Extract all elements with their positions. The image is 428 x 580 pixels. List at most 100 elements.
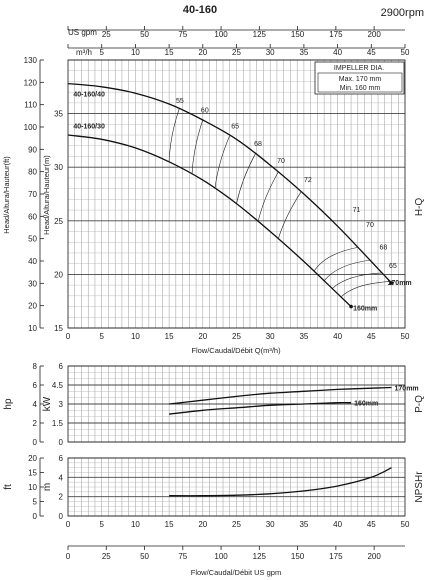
efficiency-contour-right xyxy=(313,247,358,272)
hq-x-tick-label: 50 xyxy=(401,332,410,341)
npsh-frame xyxy=(67,457,406,517)
bottom-x-axis-label: Flow/Caudal/Débit US gpm xyxy=(191,568,281,577)
hq-curve-end-marker xyxy=(349,304,353,309)
hq-grid xyxy=(67,59,406,329)
impeller-title: IMPELLER DIA. xyxy=(334,65,384,72)
hq-curve-170mm xyxy=(67,82,392,284)
bottom-gpm-tick-label: 125 xyxy=(253,552,267,561)
impeller-min: Min. 160 mm xyxy=(340,85,381,92)
top-axis-m3h-unit: m³/h xyxy=(76,48,92,57)
hq-side-label: H-Q xyxy=(414,198,425,217)
hq-x-tick-label: 15 xyxy=(165,332,174,341)
efficiency-label: 72 xyxy=(304,177,312,184)
npsh-y-tick-label-ft: 0 xyxy=(33,512,38,521)
top-m3h-tick-label: 50 xyxy=(401,48,410,57)
hq-y-tick-label-ft: 70 xyxy=(28,190,37,199)
npsh-y-tick-label-ft: 10 xyxy=(28,483,37,492)
hq-y-tick-label-ft: 20 xyxy=(28,302,37,311)
hq-x-tick-label: 40 xyxy=(333,332,342,341)
top-gpm-tick-label: 75 xyxy=(178,30,187,39)
bottom-gpm-tick-label: 150 xyxy=(291,552,305,561)
pq-y-tick-label-hp: 6 xyxy=(33,381,38,390)
speed-label: 2900rpm xyxy=(381,7,424,19)
pq-y-tick-label-hp: 0 xyxy=(33,438,38,447)
pq-y-tick-label-hp: 8 xyxy=(33,362,38,371)
top-axis-m3h: 5 10 15 20 25 30 35 40 45 50 xyxy=(67,44,410,57)
hq-y-tick-label-m: 35 xyxy=(54,110,63,119)
hq-y-tick-label-ft: 40 xyxy=(28,257,37,266)
top-gpm-tick-label: 100 xyxy=(214,30,228,39)
top-gpm-tick-label: 200 xyxy=(367,30,381,39)
top-axis-gpm: 25 50 75 100 125 150 175 200 xyxy=(67,26,405,39)
npsh-side-label: NPSHr xyxy=(414,471,425,503)
hq-x-tick-label: 0 xyxy=(66,332,71,341)
efficiency-label: 71 xyxy=(353,207,361,214)
efficiency-contour-left xyxy=(236,153,256,204)
top-gpm-tick-label: 150 xyxy=(291,30,305,39)
pq-y-tick-label-kw: 4.5 xyxy=(52,381,64,390)
efficiency-contour-left xyxy=(214,135,231,189)
hq-curve-label-30: 40-160/30 xyxy=(73,124,105,131)
npsh-y-tick-label-m: 6 xyxy=(59,454,64,463)
bottom-gpm-tick-label: 25 xyxy=(102,552,111,561)
npsh-x-tick-label: 20 xyxy=(198,520,207,529)
hq-y-tick-label-ft: 120 xyxy=(24,78,38,87)
pq-y-tick-label-kw: 1.5 xyxy=(52,419,64,428)
efficiency-label: 55 xyxy=(176,98,184,105)
hq-labels: 40-160/40 40-160/30 170mm 160mm 55 60 65 68 70 72… xyxy=(73,91,411,312)
hq-y-tick-label-m: 30 xyxy=(54,163,63,172)
top-m3h-tick-label: 25 xyxy=(232,48,241,57)
hq-diameter-label: 160mm xyxy=(353,306,377,313)
npsh-y-tick-label-m: 2 xyxy=(59,493,64,502)
pq-left-unit-kw: kW xyxy=(42,396,53,411)
hq-y-tick-label-m: 20 xyxy=(54,270,63,279)
top-gpm-tick-label: 175 xyxy=(329,30,343,39)
npsh-y-tick-label-m: 0 xyxy=(59,512,64,521)
bottom-gpm-tick-label: 175 xyxy=(329,552,343,561)
top-m3h-tick-label: 45 xyxy=(367,48,376,57)
bottom-gpm-tick-label: 0 xyxy=(66,552,71,561)
hq-y-tick-label-ft: 80 xyxy=(28,168,37,177)
npsh-curve xyxy=(169,467,392,497)
impeller-legend: IMPELLER DIA. Max. 170 mm Min. 160 mm xyxy=(314,61,405,95)
top-m3h-tick-label: 10 xyxy=(131,48,140,57)
efficiency-contour-left xyxy=(278,191,302,239)
hq-y-tick-label-ft: 30 xyxy=(28,279,37,288)
efficiency-contour-right xyxy=(332,272,383,289)
npsh-x-tick-label: 35 xyxy=(299,520,308,529)
hq-diameter-label: 170mm xyxy=(388,280,412,287)
top-gpm-tick-label: 25 xyxy=(102,30,111,39)
npsh-curves xyxy=(169,467,392,497)
npsh-x-tick-label: 10 xyxy=(131,520,140,529)
pq-y-tick-label-kw: 0 xyxy=(59,438,64,447)
pq-y-tick-label-hp: 2 xyxy=(33,419,38,428)
npsh-x-tick-label: 25 xyxy=(232,520,241,529)
pq-y-tick-label-hp: 4 xyxy=(33,400,38,409)
npsh-y-tick-label-m: 4 xyxy=(59,473,64,482)
npsh-left-unit-m: m xyxy=(42,483,53,491)
top-m3h-tick-label: 35 xyxy=(299,48,308,57)
pq-labels: 170mm 160mm xyxy=(354,386,419,408)
top-m3h-tick-label: 40 xyxy=(333,48,342,57)
model-title: 40-160 xyxy=(183,4,217,16)
hq-ticks: 0 5 10 15 20 25 30 35 40 45 50 15 20 25 30 35 10 20 30 40 50… xyxy=(24,56,410,341)
npsh-x-tick-label: 0 xyxy=(66,520,71,529)
hq-left-axis-label-ft: Head/Altura/Hauteur(ft) xyxy=(2,156,11,234)
hq-y-tick-label-ft: 10 xyxy=(28,324,37,333)
top-m3h-tick-label: 20 xyxy=(198,48,207,57)
hq-x-tick-label: 30 xyxy=(266,332,275,341)
hq-y-tick-label-ft: 60 xyxy=(28,212,37,221)
efficiency-label: 68 xyxy=(254,141,262,148)
pq-frame xyxy=(67,365,406,443)
npsh-y-tick-label-ft: 20 xyxy=(28,454,37,463)
pq-curves xyxy=(169,386,392,415)
hq-frame xyxy=(67,59,406,329)
bottom-gpm-tick-label: 100 xyxy=(214,552,228,561)
npsh-x-tick-label: 45 xyxy=(367,520,376,529)
hq-x-tick-label: 10 xyxy=(131,332,140,341)
hq-y-tick-label-ft: 100 xyxy=(24,123,38,132)
efficiency-label: 60 xyxy=(201,108,209,115)
bottom-gpm-tick-label: 50 xyxy=(140,552,149,561)
impeller-max: Max. 170 mm xyxy=(339,76,382,83)
hq-x-tick-label: 45 xyxy=(367,332,376,341)
